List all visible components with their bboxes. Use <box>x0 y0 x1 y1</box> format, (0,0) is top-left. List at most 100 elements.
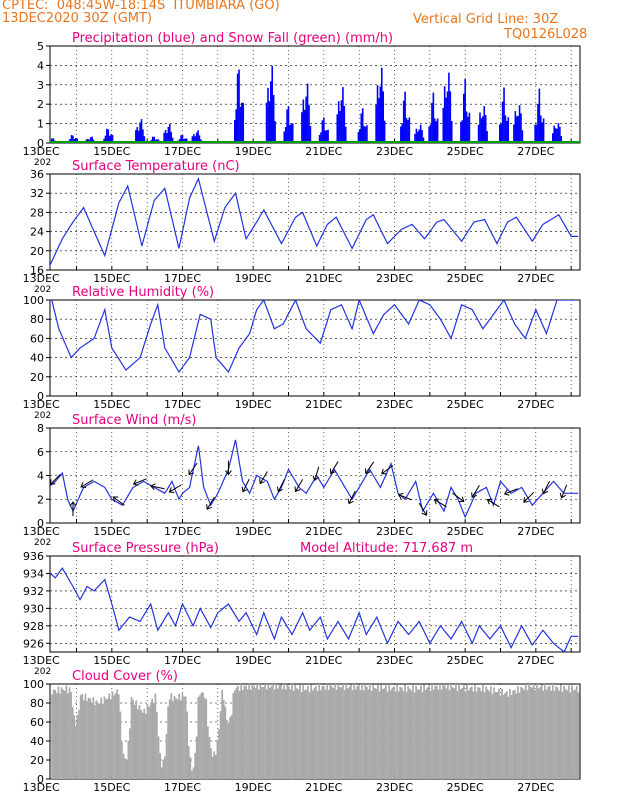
precip-bar <box>327 129 329 143</box>
cloud-bar <box>151 698 154 779</box>
cloud-bar <box>397 691 400 779</box>
cloud-bar <box>552 684 554 779</box>
cloud-bar <box>447 684 449 779</box>
x-tick-label: 17DEC <box>164 781 201 794</box>
cloud-bar <box>230 714 233 779</box>
cloud-bar <box>135 700 138 779</box>
cloud-bar <box>249 689 252 779</box>
y-tick-label: 2 <box>37 493 44 506</box>
y-tick-label: 930 <box>23 602 44 615</box>
cloud-bar <box>526 690 529 779</box>
precip-bar <box>305 96 307 143</box>
cloud-bar <box>152 702 155 779</box>
cloud-bar <box>119 711 122 779</box>
precip-bar <box>380 67 383 143</box>
x-tick-label: 19DEC <box>235 272 272 285</box>
cloud-bar <box>51 694 53 779</box>
cloud-bar <box>574 689 576 779</box>
precip-bar <box>422 137 425 143</box>
plot-area <box>50 300 579 374</box>
y-tick-label: 0 <box>37 137 44 150</box>
cloud-bar <box>434 685 437 779</box>
wind-arrow <box>381 464 394 475</box>
x-tick-label: 21DEC <box>305 525 342 538</box>
precip-bar <box>289 125 291 143</box>
cloud-bar <box>94 705 96 779</box>
cloud-bar <box>439 684 441 779</box>
header-station-line: CPTEC: 048:45W-18:14S ITUMBIARA (GO) <box>2 0 280 13</box>
panel-temperature: 16 20 24 28 32 36 13DEC 15DEC 17DEC 19DEC 21DEC 23D… <box>23 159 581 295</box>
cloud-bar <box>291 684 293 779</box>
precip-bar <box>265 102 268 143</box>
cloud-bar <box>248 684 251 779</box>
cloud-bar <box>305 689 308 779</box>
cloud-bar <box>464 691 467 779</box>
cloud-bar <box>167 706 169 779</box>
cloud-bar <box>71 707 74 779</box>
cloud-bar <box>393 686 395 779</box>
wind-arrow <box>295 479 304 492</box>
cloud-bar <box>377 684 379 779</box>
precip-bar <box>74 138 77 143</box>
cloud-bar <box>218 729 220 779</box>
precip-bar <box>449 91 452 143</box>
precip-bar <box>268 101 271 143</box>
precip-bar <box>521 130 524 143</box>
x-tick-label: 13DEC <box>23 272 60 285</box>
cloud-bar <box>358 685 360 779</box>
year-label: 202 <box>34 158 51 168</box>
cloud-bar <box>246 689 249 779</box>
y-tick-label: 40 <box>30 352 44 365</box>
precip-bar <box>191 136 194 143</box>
cloud-bar <box>537 688 540 779</box>
cloud-bar <box>132 699 134 779</box>
cloud-bar <box>369 684 371 779</box>
cloud-bar <box>556 687 559 779</box>
precip-bar <box>235 109 238 143</box>
panel-frame <box>49 555 581 653</box>
panel-pressure: 926 928 930 932 934 936 13DEC 15DEC 17DEC 19DEC 21… <box>23 541 581 677</box>
precip-bar <box>180 135 182 143</box>
precip-bar <box>418 129 421 143</box>
precip-bar <box>337 101 340 143</box>
precip-bar <box>401 123 404 143</box>
y-tick-label: 28 <box>30 206 44 219</box>
x-tick-label: 21DEC <box>305 398 342 411</box>
precip-bar <box>195 132 198 143</box>
precip-bar <box>284 126 287 143</box>
precip-bar <box>69 138 71 143</box>
x-tick-label: 15DEC <box>93 654 130 667</box>
plot-area <box>51 684 580 779</box>
cloud-bar <box>491 693 494 779</box>
precip-bar <box>274 121 276 143</box>
x-tick-label: 17DEC <box>164 272 201 285</box>
cloud-bar <box>513 689 516 779</box>
cloud-bar <box>222 699 225 779</box>
cloud-bar <box>381 689 384 779</box>
wind-arrow-head <box>381 468 387 475</box>
x-tick-label: 17DEC <box>164 525 201 538</box>
cloud-bar <box>79 695 82 779</box>
cloud-bar <box>268 687 271 779</box>
wind-arrow-head <box>259 478 265 485</box>
x-tick-label: 27DEC <box>517 145 554 158</box>
panel-title: Precipitation (blue) and Snow Fall (gree… <box>72 31 393 46</box>
y-tick-label: 6 <box>37 446 44 459</box>
cloud-bar <box>467 690 470 779</box>
cloud-bar <box>286 684 289 779</box>
wind-arrow <box>133 478 147 485</box>
plot-area <box>50 65 580 143</box>
precip-bar <box>286 109 288 143</box>
precip-bar <box>467 116 469 143</box>
cloud-bar <box>68 687 71 779</box>
cloud-bar <box>536 684 538 779</box>
precip-bar <box>168 123 171 143</box>
precip-bar <box>468 112 471 143</box>
cloud-bar <box>57 686 60 779</box>
precip-bar <box>185 138 188 143</box>
cloud-bar <box>367 689 370 779</box>
wind-arrow-head <box>276 486 283 493</box>
cloud-bar <box>482 684 484 779</box>
cloud-bar <box>351 690 354 779</box>
x-tick-label: 15DEC <box>93 145 130 158</box>
